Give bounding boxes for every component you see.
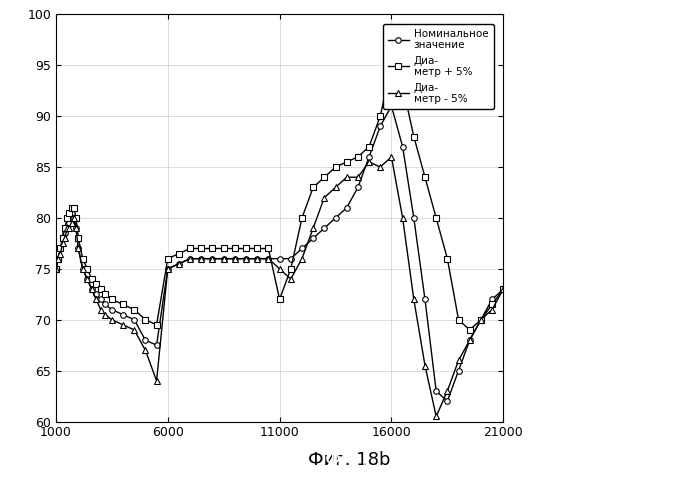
Номинальное
значение [443, 398, 452, 404]
Line: Диа-
метр + 5%: Диа- метр + 5% [53, 62, 506, 333]
Диа-
метр - 5% [499, 286, 507, 292]
Диа-
метр + 5% [92, 281, 101, 287]
Text: Фиг.: Фиг. [325, 451, 374, 469]
Диа-
метр - 5% [52, 266, 60, 272]
Номинальное
значение [264, 256, 273, 262]
Диа-
метр + 5% [466, 327, 474, 333]
Диа-
метр - 5% [387, 154, 396, 160]
Номинальное
значение [499, 286, 507, 292]
Диа-
метр + 5% [387, 62, 396, 68]
Диа-
метр - 5% [287, 276, 295, 282]
Line: Номинальное
значение: Номинальное значение [53, 103, 506, 404]
Диа-
метр + 5% [499, 286, 507, 292]
Номинальное
значение [52, 266, 60, 272]
Диа-
метр - 5% [298, 256, 306, 262]
Диа-
метр + 5% [287, 266, 295, 272]
Номинальное
значение [365, 154, 373, 160]
Line: Диа-
метр - 5%: Диа- метр - 5% [53, 154, 506, 420]
Диа-
метр + 5% [264, 246, 273, 251]
Номинальное
значение [387, 103, 396, 109]
Диа-
метр + 5% [298, 215, 306, 221]
Номинальное
значение [298, 246, 306, 251]
Номинальное
значение [92, 291, 101, 297]
Диа-
метр - 5% [253, 256, 261, 262]
Номинальное
значение [253, 256, 261, 262]
Диа-
метр - 5% [264, 256, 273, 262]
Номинальное
значение [287, 256, 295, 262]
Диа-
метр + 5% [52, 266, 60, 272]
Диа-
метр + 5% [253, 246, 261, 251]
Диа-
метр - 5% [92, 297, 101, 302]
Диа-
метр - 5% [365, 159, 373, 165]
Диа-
метр + 5% [365, 144, 373, 149]
Text: Фиг. 18b: Фиг. 18b [308, 451, 391, 469]
Legend: Номинальное
значение, Диа-
метр + 5%, Диа-
метр - 5%: Номинальное значение, Диа- метр + 5%, Ди… [382, 23, 493, 109]
Диа-
метр - 5% [432, 413, 440, 419]
